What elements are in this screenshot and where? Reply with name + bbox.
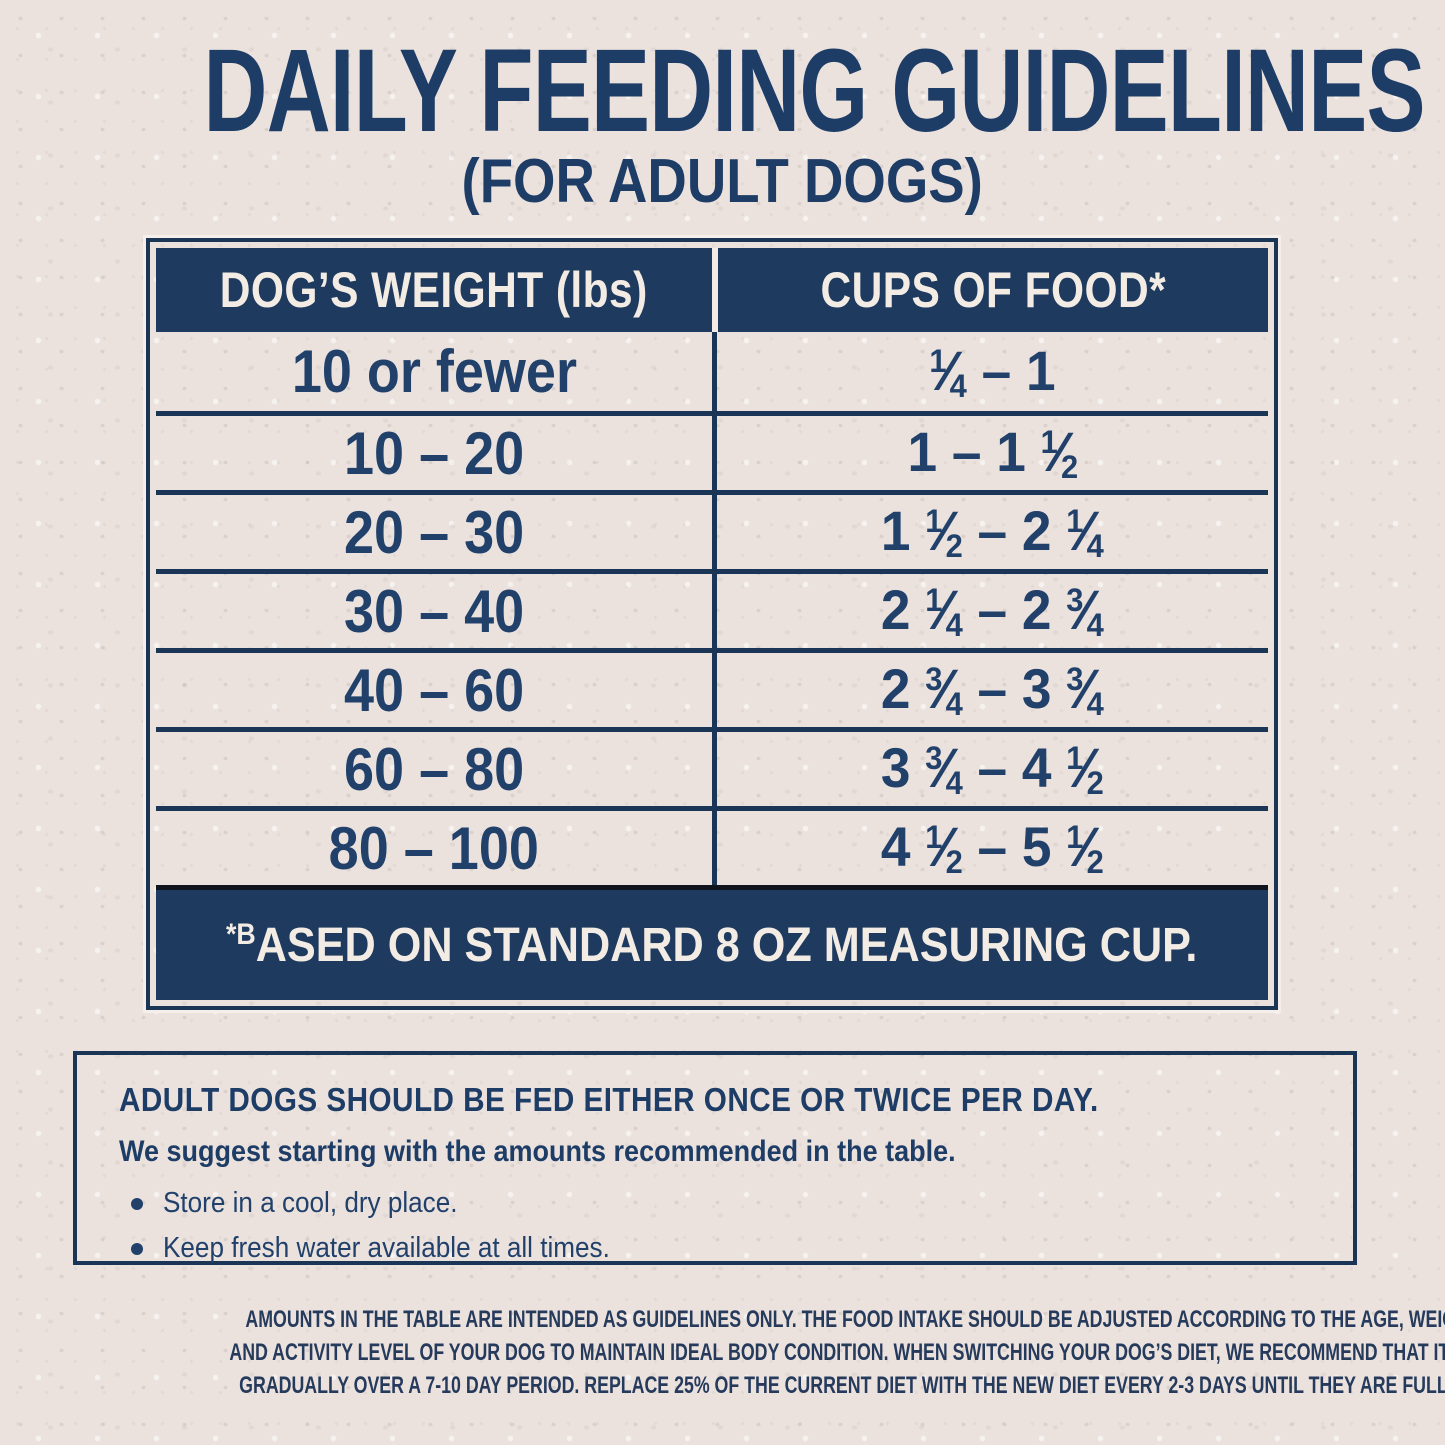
fraction: 1⁄4 xyxy=(1066,499,1104,565)
fraction: 1⁄2 xyxy=(1066,815,1104,881)
feeding-suggestion-text: We suggest starting with the amounts rec… xyxy=(119,1135,956,1168)
table-row: 10 – 20 1 – 1 1⁄2 xyxy=(156,411,1268,490)
table-row: 80 – 100 4 1⁄2 – 5 1⁄2 xyxy=(156,806,1268,885)
fraction: 3⁄4 xyxy=(925,736,963,802)
weight-cell: 30 – 40 xyxy=(343,577,525,645)
weight-cell: 10 or fewer xyxy=(291,338,577,405)
feeding-guidelines-table: DOG’S WEIGHT (lbs) CUPS OF FOOD* 10 or f… xyxy=(146,238,1278,1010)
weight-cell: 60 – 80 xyxy=(343,735,525,803)
fraction: 1⁄2 xyxy=(1040,420,1078,486)
fraction: 1⁄2 xyxy=(925,499,963,565)
table-body: 10 or fewer 1⁄4 – 1 10 – 20 1 – 1 1⁄2 20 – 3… xyxy=(156,332,1268,885)
fraction: 1⁄4 xyxy=(925,578,963,644)
cups-cell: 1 – 1 1⁄2 xyxy=(712,416,1268,490)
table-header-row: DOG’S WEIGHT (lbs) CUPS OF FOOD* xyxy=(156,248,1268,332)
table-row: 60 – 80 3 3⁄4 – 4 1⁄2 xyxy=(156,727,1268,806)
fraction: 1⁄2 xyxy=(925,815,963,881)
column-header-dogs-weight: DOG’S WEIGHT (lbs) xyxy=(220,262,648,318)
disclaimer-line: GRADUALLY OVER A 7-10 DAY PERIOD. REPLAC… xyxy=(239,1372,1445,1399)
table-row: 30 – 40 2 1⁄4 – 2 3⁄4 xyxy=(156,569,1268,648)
table-row: 40 – 60 2 3⁄4 – 3 3⁄4 xyxy=(156,648,1268,727)
cups-cell: 4 1⁄2 – 5 1⁄2 xyxy=(712,811,1268,885)
weight-cell: 20 – 30 xyxy=(343,498,525,566)
table-row: 20 – 30 1 1⁄2 – 2 1⁄4 xyxy=(156,490,1268,569)
care-tip-item: Keep fresh water available at all times. xyxy=(119,1232,1323,1265)
cups-cell: 1 1⁄2 – 2 1⁄4 xyxy=(712,495,1268,569)
weight-cell: 80 – 100 xyxy=(328,814,540,882)
bullet-icon xyxy=(131,1242,143,1255)
fraction: 3⁄4 xyxy=(1066,578,1104,644)
table-row: 10 or fewer 1⁄4 – 1 xyxy=(156,332,1268,411)
disclaimer-text: AMOUNTS IN THE TABLE ARE INTENDED AS GUI… xyxy=(0,1303,1445,1402)
page-title: DAILY FEEDING GUIDELINES xyxy=(203,25,1426,157)
weight-cell: 10 – 20 xyxy=(343,419,525,487)
care-tip-item: Store in a cool, dry place. xyxy=(119,1187,1323,1220)
fraction: 1⁄4 xyxy=(929,338,967,405)
disclaimer-line: AND ACTIVITY LEVEL OF YOUR DOG TO MAINTA… xyxy=(229,1339,1445,1366)
care-tips-list: Store in a cool, dry place. Keep fresh wa… xyxy=(119,1187,1323,1265)
cups-cell: 2 1⁄4 – 2 3⁄4 xyxy=(712,574,1268,648)
disclaimer-line: AMOUNTS IN THE TABLE ARE INTENDED AS GUI… xyxy=(245,1306,1445,1333)
fraction: 1⁄2 xyxy=(1066,736,1104,802)
column-header-cups-of-food: CUPS OF FOOD* xyxy=(712,248,1268,332)
bullet-icon xyxy=(131,1197,143,1210)
feeding-frequency-heading: ADULT DOGS SHOULD BE FED EITHER ONCE OR … xyxy=(119,1081,1099,1118)
feeding-info-box: ADULT DOGS SHOULD BE FED EITHER ONCE OR … xyxy=(73,1051,1357,1265)
fraction: 3⁄4 xyxy=(1066,657,1104,723)
cups-cell: 2 3⁄4 – 3 3⁄4 xyxy=(712,653,1268,727)
weight-cell: 40 – 60 xyxy=(343,656,525,724)
measuring-cup-footnote-bar: *BASED ON STANDARD 8 OZ MEASURING CUP. xyxy=(156,885,1268,1000)
cups-cell: 3 3⁄4 – 4 1⁄2 xyxy=(712,732,1268,806)
care-tip-text: Keep fresh water available at all times. xyxy=(163,1232,610,1264)
page-subtitle: (FOR ADULT DOGS) xyxy=(461,147,984,216)
cups-cell: 1⁄4 – 1 xyxy=(712,332,1268,411)
fraction: 3⁄4 xyxy=(925,657,963,723)
measuring-cup-footnote-text: *BASED ON STANDARD 8 OZ MEASURING CUP. xyxy=(226,918,1198,972)
care-tip-text: Store in a cool, dry place. xyxy=(163,1187,458,1219)
